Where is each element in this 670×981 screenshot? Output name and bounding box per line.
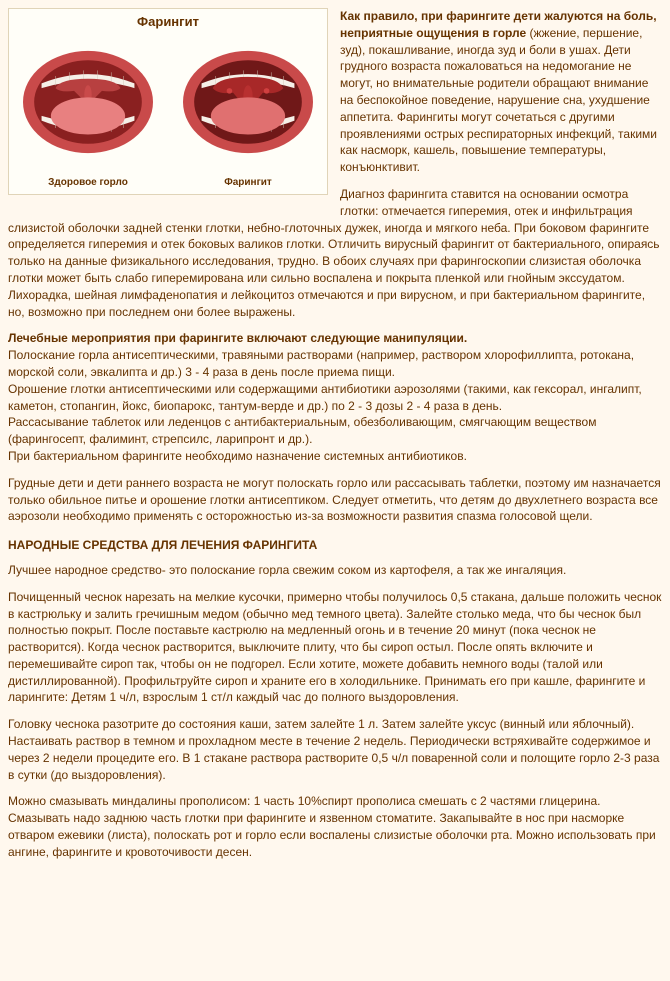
caption-inflamed: Фарингит — [173, 176, 323, 190]
lead-rest: (жжение, першение, зуд), покашливание, и… — [340, 26, 657, 174]
illustration-block: Фарингит Здоровое горло — [8, 8, 328, 195]
folk-para-2: Почищенный чеснок нарезать на мелкие кус… — [8, 589, 662, 707]
mouths-row: Здоровое горло Фарингит — [13, 37, 323, 190]
treatment-item-4: При бактериальном фарингите необходимо н… — [8, 448, 662, 465]
folk-para-1: Лучшее народное средство- это полоскание… — [8, 562, 662, 579]
mouth-inflamed-col: Фарингит — [173, 37, 323, 190]
folk-para-3: Головку чеснока разотрите до состояния к… — [8, 716, 662, 783]
mouth-healthy-col: Здоровое горло — [13, 37, 163, 190]
treatment-title: Лечебные мероприятия при фарингите включ… — [8, 330, 662, 347]
paragraph-diagnosis: Диагноз фарингита ставится на основании … — [8, 186, 662, 320]
mouth-inflamed-icon — [173, 37, 323, 167]
folk-para-4: Можно смазывать миндалины прополисом: 1 … — [8, 793, 662, 860]
caption-healthy: Здоровое горло — [13, 176, 163, 190]
mouth-healthy-icon — [13, 37, 163, 167]
paragraph-infants: Грудные дети и дети раннего возраста не … — [8, 475, 662, 525]
treatment-item-2: Орошение глотки антисептическими или сод… — [8, 381, 662, 415]
treatment-item-1: Полоскание горла антисептическими, травя… — [8, 347, 662, 381]
treatment-block: Лечебные мероприятия при фарингите включ… — [8, 330, 662, 464]
treatment-item-3: Рассасывание таблеток или леденцов с ант… — [8, 414, 662, 448]
illustration-title: Фарингит — [13, 13, 323, 31]
folk-remedies-title: НАРОДНЫЕ СРЕДСТВА ДЛЯ ЛЕЧЕНИЯ ФАРИНГИТА — [8, 537, 662, 554]
